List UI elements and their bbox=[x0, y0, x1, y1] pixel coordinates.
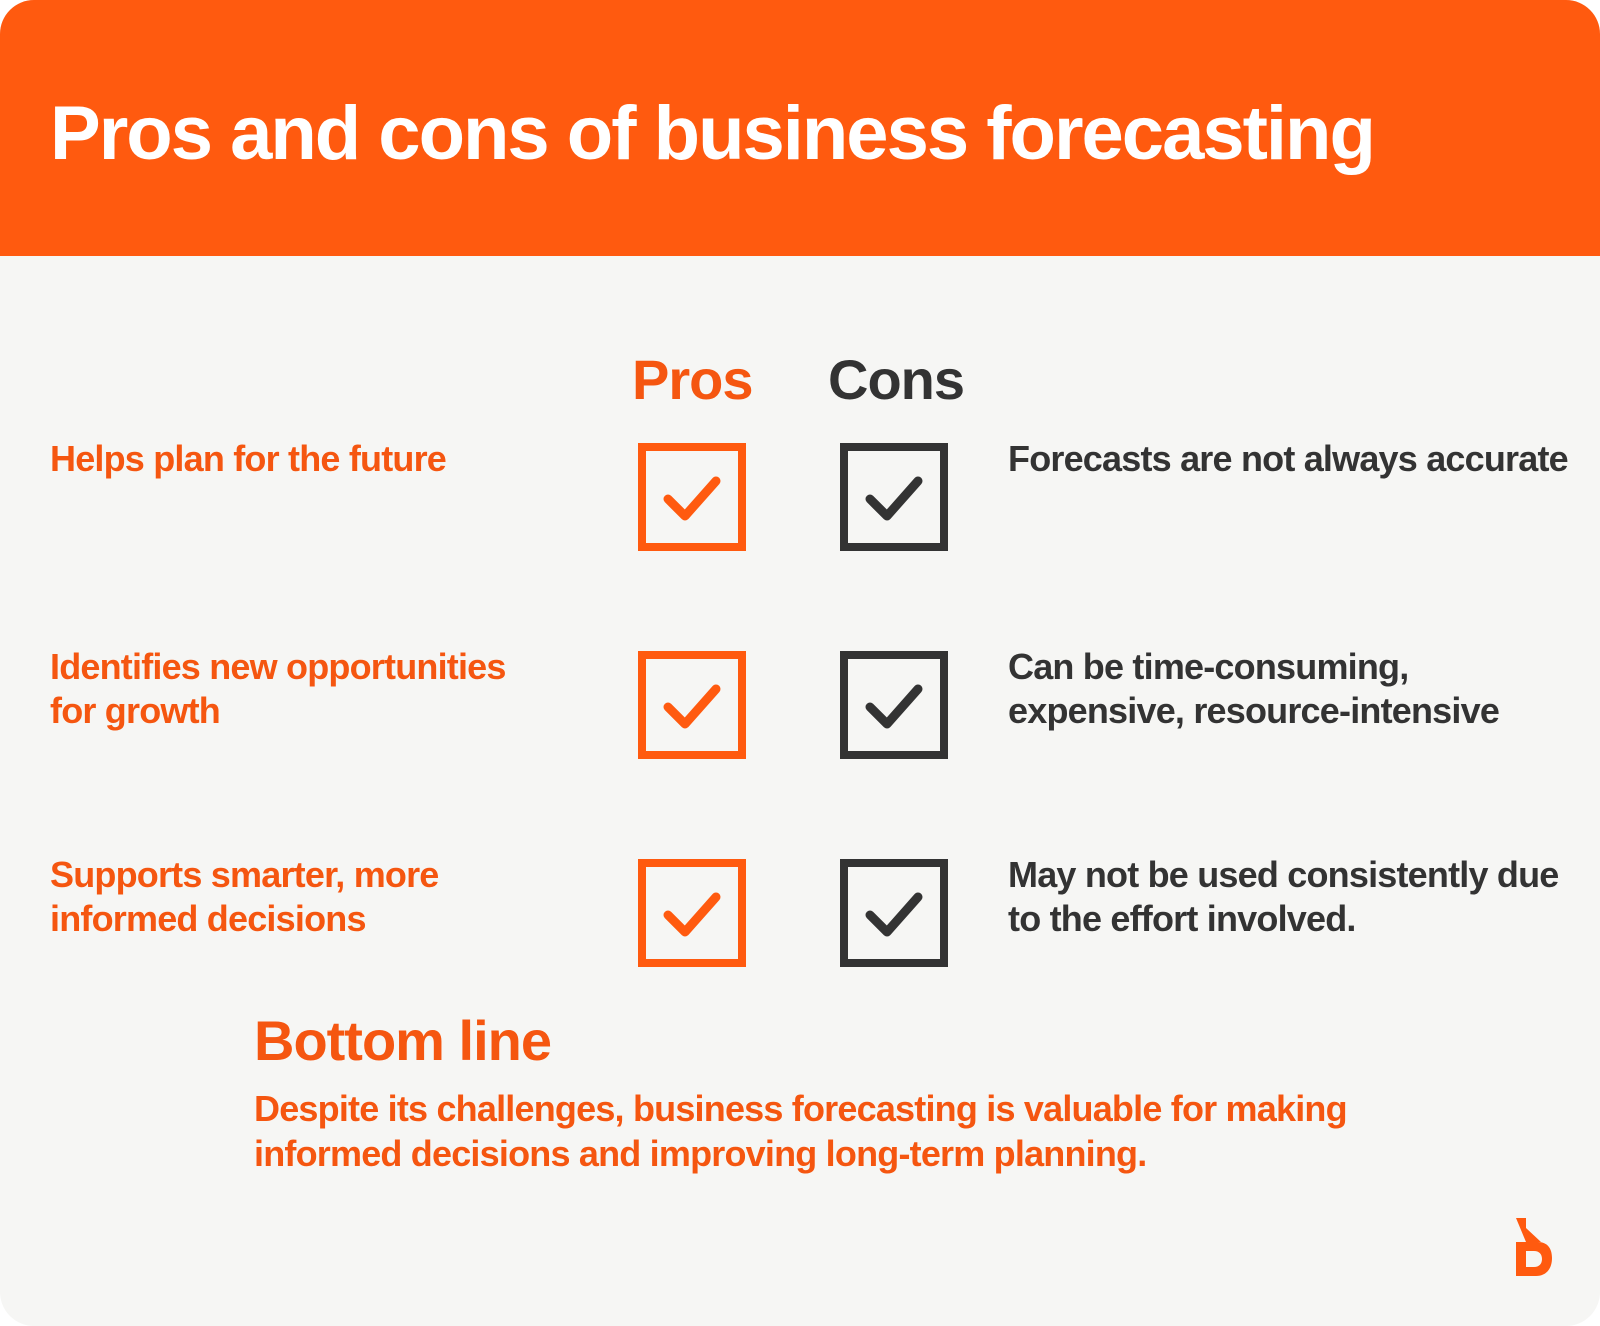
pro-checkbox-icon bbox=[638, 443, 746, 551]
pro-item: Identifies new opportunities for growth bbox=[50, 646, 506, 731]
pro-item: Helps plan for the future bbox=[50, 438, 447, 479]
con-item: May not be used consistently due to the … bbox=[1008, 854, 1559, 939]
con-item: Can be time-consuming, expensive, resour… bbox=[1008, 646, 1500, 731]
brand-logo-icon bbox=[1514, 1216, 1554, 1278]
pros-column-heading: Pros bbox=[632, 348, 753, 411]
con-checkbox-icon bbox=[840, 859, 948, 967]
cons-column-heading: Cons bbox=[828, 348, 965, 411]
comparison-row: Supports smarter, more informed decision… bbox=[0, 853, 1600, 973]
pro-item: Supports smarter, more informed decision… bbox=[50, 854, 439, 939]
comparison-row: Helps plan for the future Forecasts are … bbox=[0, 437, 1600, 557]
con-item: Forecasts are not always accurate bbox=[1008, 438, 1569, 479]
bottom-line-text: Despite its challenges, business forecas… bbox=[254, 1088, 1348, 1174]
header-banner: Pros and cons of business forecasting bbox=[0, 0, 1600, 256]
pro-checkbox-icon bbox=[638, 651, 746, 759]
con-checkbox-icon bbox=[840, 651, 948, 759]
page-title: Pros and cons of business forecasting bbox=[50, 91, 1376, 176]
comparison-row: Identifies new opportunities for growth … bbox=[0, 645, 1600, 765]
pro-checkbox-icon bbox=[638, 859, 746, 967]
bottom-line-heading: Bottom line bbox=[254, 1009, 552, 1072]
con-checkbox-icon bbox=[840, 443, 948, 551]
